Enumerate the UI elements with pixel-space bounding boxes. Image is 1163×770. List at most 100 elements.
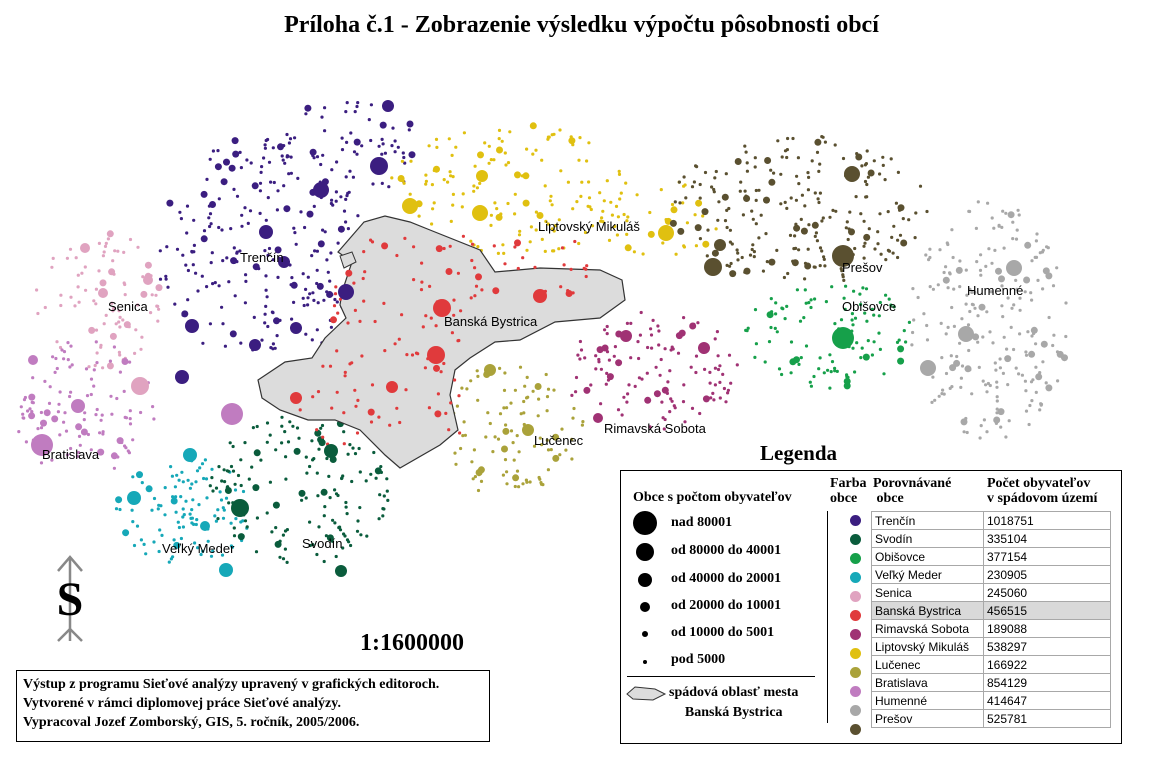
municipality-dot: [108, 359, 112, 363]
municipality-dot: [594, 354, 598, 358]
municipality-dot: [213, 514, 217, 518]
municipality-dot: [382, 301, 386, 305]
municipality-dot: [69, 344, 73, 348]
municipality-dot: [241, 489, 246, 494]
municipality-dot: [393, 342, 397, 346]
municipality-dot: [1052, 333, 1056, 337]
municipality-dot: [345, 194, 349, 198]
municipality-dot: [346, 227, 350, 231]
municipality-dot: [769, 297, 773, 301]
municipality-dot: [335, 565, 347, 577]
municipality-dot: [489, 213, 493, 217]
municipality-dot: [380, 137, 384, 141]
municipality-dot: [329, 325, 333, 329]
municipality-dot: [1001, 371, 1006, 375]
municipality-dot: [166, 285, 170, 289]
city-table-row: Senica 245060: [871, 583, 1111, 602]
municipality-dot: [569, 267, 573, 271]
municipality-dot: [579, 194, 583, 198]
municipality-dot: [380, 181, 384, 185]
municipality-dot: [48, 385, 52, 389]
municipality-dot: [904, 340, 908, 344]
municipality-dot: [952, 324, 957, 328]
municipality-dot: [131, 377, 149, 395]
municipality-dot: [140, 481, 144, 485]
municipality-dot: [273, 317, 280, 325]
municipality-dot: [736, 251, 740, 255]
municipality-dot: [28, 407, 32, 411]
municipality-dot: [522, 424, 534, 436]
municipality-dot: [450, 153, 454, 157]
municipality-dot: [156, 319, 160, 323]
municipality-dot: [139, 410, 143, 415]
municipality-dot: [76, 273, 80, 277]
municipality-dot: [997, 408, 1005, 416]
municipality-dot: [629, 356, 633, 360]
municipality-dot: [572, 406, 576, 411]
municipality-dot: [150, 508, 154, 512]
municipality-dot: [227, 280, 231, 284]
municipality-dot: [128, 237, 133, 242]
municipality-dot: [315, 268, 319, 272]
municipality-dot: [133, 351, 137, 355]
municipality-dot: [95, 351, 99, 355]
municipality-dot: [765, 260, 769, 264]
municipality-dot: [291, 424, 295, 428]
municipality-dot: [724, 400, 728, 404]
municipality-dot: [668, 410, 672, 414]
municipality-dot: [574, 390, 578, 394]
municipality-dot: [289, 283, 293, 287]
municipality-dot: [694, 244, 699, 248]
municipality-dot: [684, 196, 688, 200]
city-name-cell: Veľký Meder: [871, 565, 984, 584]
municipality-dot: [479, 479, 484, 483]
municipality-dot: [290, 281, 298, 289]
municipality-dot: [855, 341, 859, 345]
municipality-dot: [22, 398, 27, 402]
municipality-dot: [314, 429, 322, 437]
municipality-dot: [238, 249, 242, 253]
municipality-dot: [602, 199, 606, 203]
municipality-dot: [786, 271, 790, 276]
municipality-dot: [358, 319, 362, 323]
municipality-dot: [727, 206, 731, 211]
municipality-dot: [740, 255, 744, 260]
municipality-dot: [321, 435, 325, 439]
municipality-dot: [828, 353, 832, 357]
municipality-dot: [165, 245, 169, 249]
municipality-dot: [360, 144, 364, 148]
municipality-dot: [987, 247, 991, 251]
municipality-dot: [681, 400, 686, 404]
municipality-dot: [260, 338, 264, 342]
municipality-dot: [406, 120, 414, 128]
municipality-dot: [859, 212, 863, 216]
municipality-dot: [543, 249, 547, 253]
municipality-dot: [51, 256, 55, 260]
municipality-dot: [981, 379, 985, 383]
municipality-dot: [925, 338, 930, 342]
municipality-dot: [140, 290, 148, 298]
municipality-dot: [419, 288, 424, 292]
municipality-dot: [958, 326, 974, 342]
municipality-dot: [99, 418, 103, 422]
municipality-dot: [106, 237, 110, 241]
municipality-dot: [949, 354, 953, 358]
municipality-dot: [881, 163, 885, 167]
municipality-dot: [841, 275, 845, 279]
municipality-dot: [289, 155, 293, 159]
municipality-dot: [298, 489, 306, 497]
municipality-dot: [889, 303, 893, 307]
municipality-dot: [141, 275, 145, 279]
municipality-dot: [382, 494, 386, 498]
municipality-dot: [295, 426, 300, 430]
municipality-dot: [319, 426, 323, 430]
municipality-dot: [383, 349, 387, 353]
municipality-dot: [92, 368, 96, 372]
municipality-dot: [248, 209, 253, 213]
municipality-dot: [203, 458, 207, 462]
municipality-dot: [937, 394, 941, 398]
size-class-row: nad 80001: [621, 511, 821, 535]
header-population: Počet obyvateľov v spádovom území: [987, 476, 1097, 506]
city-population-cell: 189088: [983, 619, 1111, 638]
municipality-dot: [354, 404, 358, 408]
